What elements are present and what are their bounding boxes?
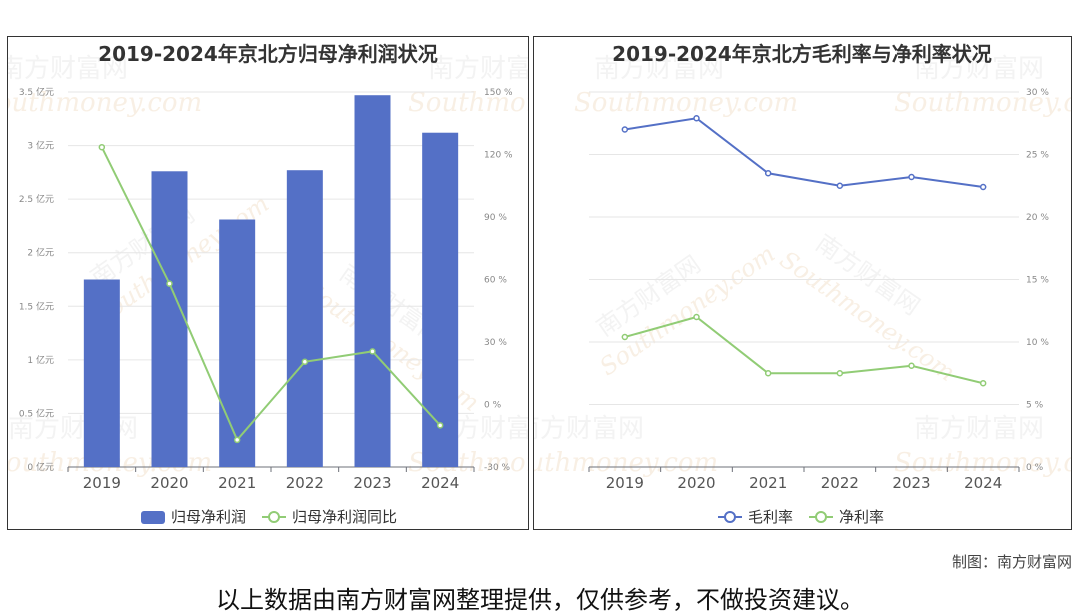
- x-category-label: 2019: [606, 474, 644, 492]
- line-net-margin: [624, 315, 984, 385]
- y-right-tick-label: 30 %: [484, 338, 507, 348]
- point-net-profit-yoy-2023: [369, 348, 376, 355]
- point-net-profit-yoy-2024: [436, 422, 444, 429]
- y-right-tick-label: 150 %: [484, 88, 513, 98]
- y-left-tick-label: 1.5 亿元: [19, 300, 54, 312]
- point-gross-margin-2021: [764, 170, 772, 177]
- watermark-en: Southmoney.com: [894, 88, 1071, 118]
- bar-net-profit-2022: [286, 170, 323, 467]
- legend-marker: [724, 511, 736, 523]
- y-right-tick-label: 60 %: [484, 276, 507, 286]
- watermark-cn: 南方财富网: [914, 54, 1044, 84]
- watermark-en: Southmoney.com: [534, 448, 718, 478]
- x-category-label: 2020: [150, 474, 188, 492]
- bar-net-profit-2021: [219, 219, 256, 467]
- x-category-label: 2019: [83, 474, 121, 492]
- bar-net-profit-2024: [422, 132, 459, 467]
- point-gross-margin-2023: [908, 173, 915, 181]
- point-net-profit-yoy-2019: [98, 143, 106, 151]
- chart-title: 2019-2024年京北方归母净利润状况: [98, 42, 438, 66]
- y-left-tick-label: 1 亿元: [27, 354, 54, 366]
- x-category-label: 2024: [421, 474, 459, 492]
- point-gross-margin-2024: [979, 183, 987, 191]
- y-left-tick-label: 0.5 亿元: [19, 407, 54, 419]
- y-right-tick-label: 5 %: [1026, 401, 1044, 411]
- legend-item-label: 归母净利润: [171, 508, 246, 526]
- point-net-margin-2024: [979, 380, 987, 387]
- x-category-label: 2021: [218, 474, 256, 492]
- chart-title: 2019-2024年京北方毛利率与净利率状况: [612, 42, 992, 66]
- x-category-label: 2021: [749, 474, 787, 492]
- legend: 毛利率 净利率: [718, 508, 884, 526]
- point-net-margin-2023: [908, 362, 915, 369]
- x-category-label: 2022: [821, 474, 859, 492]
- y-right-tick-label: 90 %: [484, 213, 507, 223]
- legend: 归母净利润 归母净利润同比: [141, 508, 397, 526]
- y-right-tick-label: 25 %: [1026, 151, 1049, 161]
- line-gross-margin: [624, 117, 984, 188]
- y-right-tick-label: 15 %: [1026, 276, 1049, 286]
- x-category-label: 2020: [677, 474, 715, 492]
- watermark-en: Southmoney.com: [574, 88, 798, 118]
- watermark-en: Southmoney.com: [894, 448, 1071, 478]
- y-left-tick-label: 0 亿元: [27, 461, 54, 473]
- watermark-cn: 南方财富网: [428, 54, 528, 84]
- watermark-cn: 南方财富网: [534, 414, 644, 444]
- y-right-tick-label: 0 %: [484, 401, 502, 411]
- watermark-cn: 南方财富网: [914, 414, 1044, 444]
- legend-item-label: 净利率: [839, 508, 884, 526]
- y-left-tick-label: 3 亿元: [27, 140, 54, 152]
- watermark-en: Southmoney.com: [408, 88, 528, 118]
- point-net-profit-yoy-2022: [301, 358, 309, 366]
- legend-marker: [815, 511, 827, 523]
- watermark-en: Southmoney.com: [8, 88, 202, 118]
- net-profit-chart-panel: 南方财富网Southmoney.com南方财富网Southmoney.com南方…: [7, 36, 529, 530]
- bar-net-profit-2023: [354, 95, 391, 467]
- legend-item-label: 归母净利润同比: [292, 508, 397, 526]
- margin-chart: 南方财富网 Southmoney.com 南方财富网 Southmoney.com 南方…: [534, 42, 1071, 526]
- point-net-margin-2021: [764, 370, 772, 377]
- point-gross-margin-2019: [621, 126, 629, 133]
- x-category-label: 2023: [353, 474, 391, 492]
- y-left-tick-label: 2.5 亿元: [19, 193, 54, 205]
- point-net-margin-2020: [693, 313, 700, 321]
- y-right-tick-label: 120 %: [484, 151, 513, 161]
- legend-bar-swatch: [141, 511, 165, 524]
- point-net-margin-2019: [621, 333, 629, 341]
- y-right-tick-label: 30 %: [1026, 88, 1049, 98]
- legend-marker: [268, 511, 280, 523]
- legend-item-label: 毛利率: [748, 508, 793, 526]
- point-net-profit-yoy-2020: [166, 280, 173, 287]
- watermark-cn: 南方财富网: [594, 54, 724, 84]
- y-left-tick-label: 2 亿元: [27, 247, 54, 259]
- watermark-cn: 南方财富网: [8, 54, 128, 84]
- x-category-label: 2024: [964, 474, 1002, 492]
- point-net-margin-2022: [836, 370, 844, 377]
- y-right-tick-label: -30 %: [484, 463, 511, 473]
- line-net-profit-yoy: [100, 146, 441, 442]
- y-right-tick-label: 0 %: [1026, 463, 1044, 473]
- bar-net-profit-2019: [83, 279, 120, 467]
- x-category-label: 2022: [286, 474, 324, 492]
- y-right-tick-label: 20 %: [1026, 213, 1049, 223]
- x-category-label: 2023: [892, 474, 930, 492]
- chart-credit: 制图：南方财富网: [951, 553, 1072, 571]
- disclaimer-text: 以上数据由南方财富网整理提供，仅供参考，不做投资建议。: [216, 586, 864, 614]
- y-left-tick-label: 3.5 亿元: [19, 86, 54, 98]
- point-net-profit-yoy-2021: [233, 436, 241, 444]
- margin-chart-panel: 南方财富网 Southmoney.com 南方财富网 Southmoney.com 南方…: [533, 36, 1072, 530]
- point-gross-margin-2020: [693, 115, 700, 122]
- point-gross-margin-2022: [836, 182, 844, 189]
- bar-net-profit-2020: [151, 171, 188, 468]
- net-profit-chart: 南方财富网Southmoney.com南方财富网Southmoney.com南方…: [8, 42, 528, 526]
- y-right-tick-label: 10 %: [1026, 338, 1049, 348]
